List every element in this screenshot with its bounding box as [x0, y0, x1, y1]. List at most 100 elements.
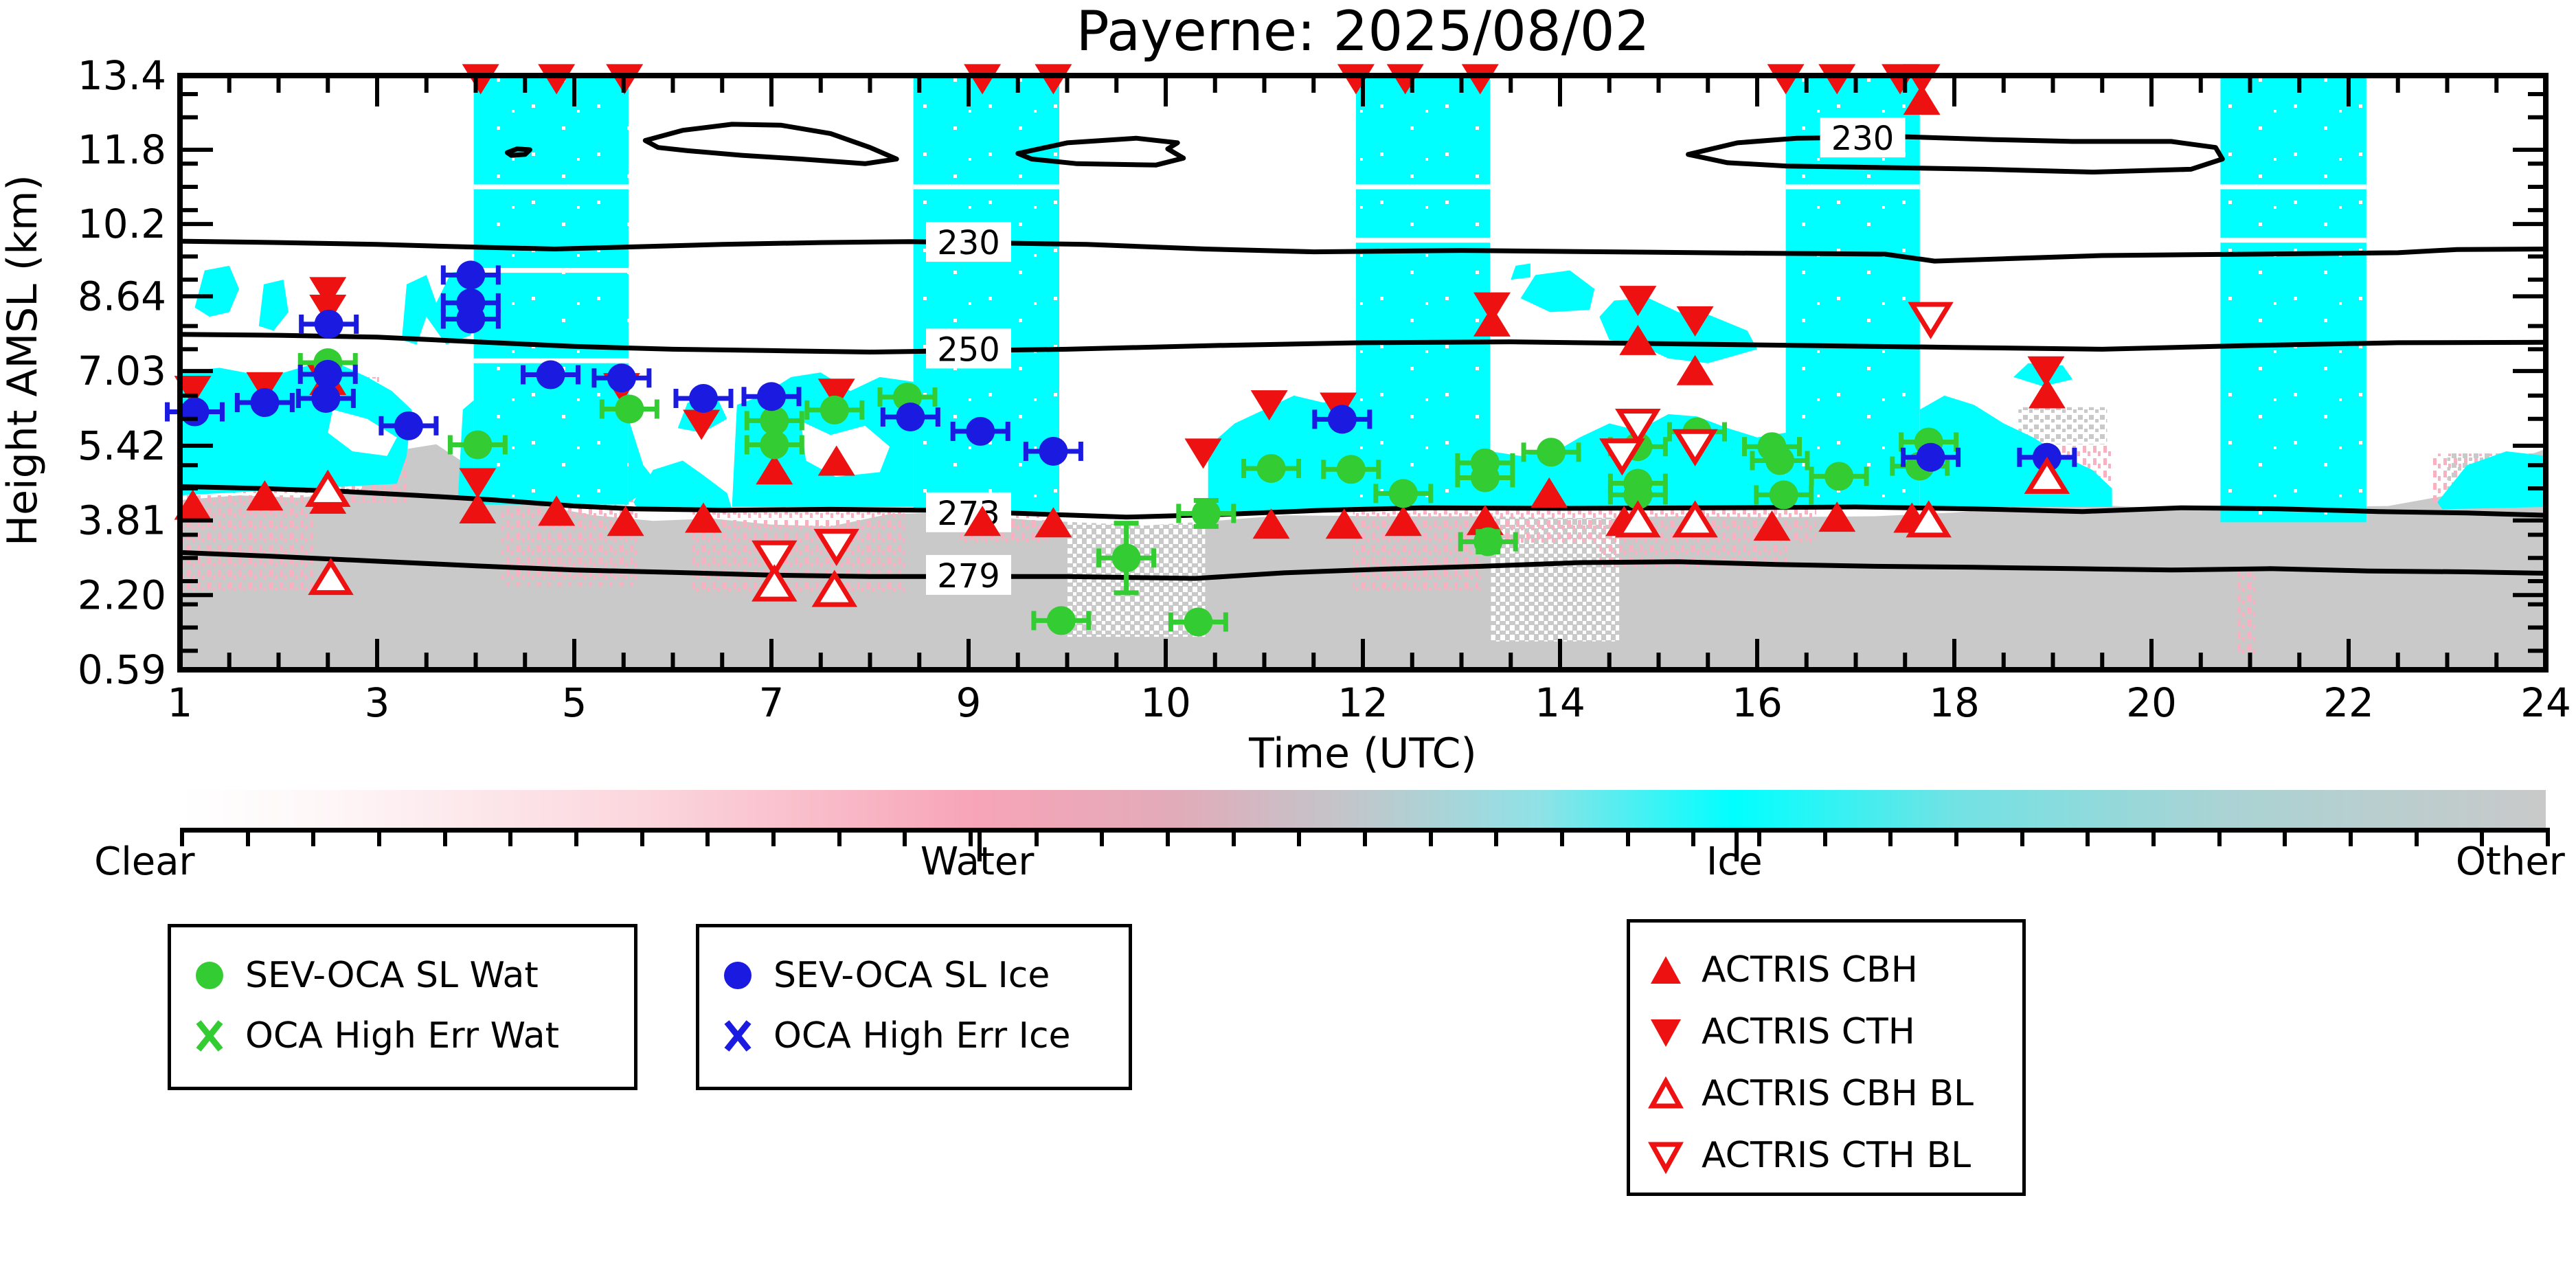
temperature-contours — [179, 122, 2546, 581]
colorbar-minor-tick — [2349, 833, 2353, 846]
colorbar-minor-tick — [2020, 833, 2024, 846]
colorbar-minor-tick — [508, 833, 513, 846]
legend-label: ACTRIS CTH BL — [1702, 1135, 1971, 1176]
colorbar-minor-tick — [180, 833, 184, 846]
legend-item-oca-high-err-ice: OCA High Err Ice — [720, 1006, 1129, 1066]
svg-text:24: 24 — [2520, 679, 2571, 726]
green-x-icon — [196, 1020, 223, 1052]
red-triangle-up-icon — [1651, 956, 1681, 984]
colorbar-minor-tick — [903, 833, 907, 846]
svg-text:9: 9 — [956, 679, 982, 726]
legend-box-ice: SEV-OCA SL Ice OCA High Err Ice — [696, 924, 1132, 1090]
svg-text:3: 3 — [365, 679, 390, 726]
colorbar-minor-tick — [1231, 833, 1236, 846]
svg-text:7: 7 — [759, 679, 784, 726]
colorbar-label-other: Other — [2455, 839, 2565, 884]
blue-circle-icon — [724, 962, 752, 989]
svg-text:250: 250 — [937, 330, 1000, 369]
legend-label: ACTRIS CBH — [1702, 949, 1918, 991]
legend-box-actris: ACTRIS CBH ACTRIS CTH ACTRIS CBH BL ACTR… — [1627, 919, 2026, 1196]
red-triangle-up-open-icon — [1648, 1076, 1684, 1109]
legend-item-actris-cth-bl: ACTRIS CTH BL — [1648, 1125, 2022, 1186]
svg-text:20: 20 — [2126, 679, 2177, 726]
legend-item-oca-high-err-wat: OCA High Err Wat — [192, 1006, 634, 1066]
colorbar-minor-tick — [2151, 833, 2156, 846]
colorbar-minor-tick — [311, 833, 316, 846]
colorbar-label-clear: Clear — [94, 839, 195, 884]
colorbar-minor-tick — [1034, 833, 1039, 846]
legend-label: ACTRIS CBH BL — [1702, 1073, 1974, 1114]
svg-text:14: 14 — [1535, 679, 1585, 726]
colorbar-minor-tick — [1757, 833, 1761, 846]
colorbar-minor-tick — [245, 833, 250, 846]
colorbar-minor-tick — [1166, 833, 1170, 846]
colorbar-minor-tick — [1363, 833, 1367, 846]
legend-label: OCA High Err Ice — [773, 1015, 1071, 1057]
svg-text:8.64: 8.64 — [78, 273, 166, 319]
colorbar-minor-tick — [1428, 833, 1433, 846]
colorbar-axis-line — [180, 828, 2550, 833]
red-triangle-down-open-icon — [1648, 1142, 1684, 1175]
colorbar-minor-tick — [1691, 833, 1696, 846]
colorbar-minor-tick — [1297, 833, 1302, 846]
legend-label: SEV-OCA SL Wat — [245, 955, 539, 996]
phase-colorbar — [180, 790, 2546, 828]
colorbar-minor-tick — [837, 833, 841, 846]
colorbar-minor-tick — [1625, 833, 1630, 846]
legend-label: SEV-OCA SL Ice — [773, 955, 1050, 996]
svg-text:230: 230 — [937, 224, 1000, 262]
colorbar-minor-tick — [2217, 833, 2222, 846]
colorbar-minor-tick — [771, 833, 776, 846]
svg-text:16: 16 — [1732, 679, 1783, 726]
colorbar-major-tick — [1734, 833, 1739, 861]
legend-item-sev-oca-sl-ice: SEV-OCA SL Ice — [720, 945, 1129, 1006]
green-circle-icon — [196, 962, 223, 989]
colorbar-minor-tick — [377, 833, 381, 846]
svg-text:0.59: 0.59 — [78, 646, 166, 693]
colorbar-minor-tick — [442, 833, 447, 846]
legend-item-actris-cbh: ACTRIS CBH — [1648, 939, 2022, 1001]
colorbar-minor-tick — [2086, 833, 2090, 846]
svg-text:22: 22 — [2323, 679, 2374, 726]
colorbar-major-tick — [977, 833, 982, 861]
axes: 1 3 5 7 9 10 12 14 16 18 20 22 24 13.4 11.8 10.2 8.64 7.0… — [78, 52, 2571, 726]
colorbar-minor-tick — [574, 833, 578, 846]
svg-text:10: 10 — [1140, 679, 1191, 726]
svg-text:18: 18 — [1929, 679, 1980, 726]
page-title: Payerne: 2025/08/02 — [1076, 0, 1650, 63]
colorbar-minor-tick — [1494, 833, 1499, 846]
legend-label: OCA High Err Wat — [245, 1015, 559, 1057]
svg-text:5.42: 5.42 — [78, 422, 166, 469]
colorbar-minor-tick — [2480, 833, 2485, 846]
colorbar-minor-tick — [1888, 833, 1893, 846]
blue-x-icon — [724, 1020, 752, 1052]
legend-item-actris-cbh-bl: ACTRIS CBH BL — [1648, 1063, 2022, 1125]
colorbar-minor-tick — [1560, 833, 1564, 846]
red-triangle-down-icon — [1651, 1019, 1681, 1047]
colorbar-minor-tick — [2546, 833, 2550, 846]
colorbar-minor-tick — [705, 833, 710, 846]
svg-text:3.81: 3.81 — [78, 497, 166, 544]
colorbar-minor-tick — [1954, 833, 1958, 846]
svg-text:5: 5 — [562, 679, 587, 726]
colorbar-minor-tick — [969, 833, 973, 846]
legend-item-actris-cth: ACTRIS CTH — [1648, 1001, 2022, 1063]
legend-item-sev-oca-sl-wat: SEV-OCA SL Wat — [192, 945, 634, 1006]
x-axis-label: Time (UTC) — [1249, 730, 1477, 778]
legend-label: ACTRIS CTH — [1702, 1011, 1915, 1052]
svg-text:230: 230 — [1831, 120, 1895, 158]
markers — [165, 64, 2077, 637]
colorbar-minor-tick — [1822, 833, 1827, 846]
svg-text:10.2: 10.2 — [78, 201, 166, 247]
svg-text:7.03: 7.03 — [78, 348, 166, 394]
svg-text:13.4: 13.4 — [78, 52, 166, 99]
colorbar-minor-tick — [2414, 833, 2419, 846]
svg-text:1: 1 — [168, 679, 193, 726]
svg-text:12: 12 — [1337, 679, 1388, 726]
svg-text:279: 279 — [937, 557, 1000, 596]
svg-text:11.8: 11.8 — [78, 126, 166, 173]
legend-box-water: SEV-OCA SL Wat OCA High Err Wat — [168, 924, 637, 1090]
